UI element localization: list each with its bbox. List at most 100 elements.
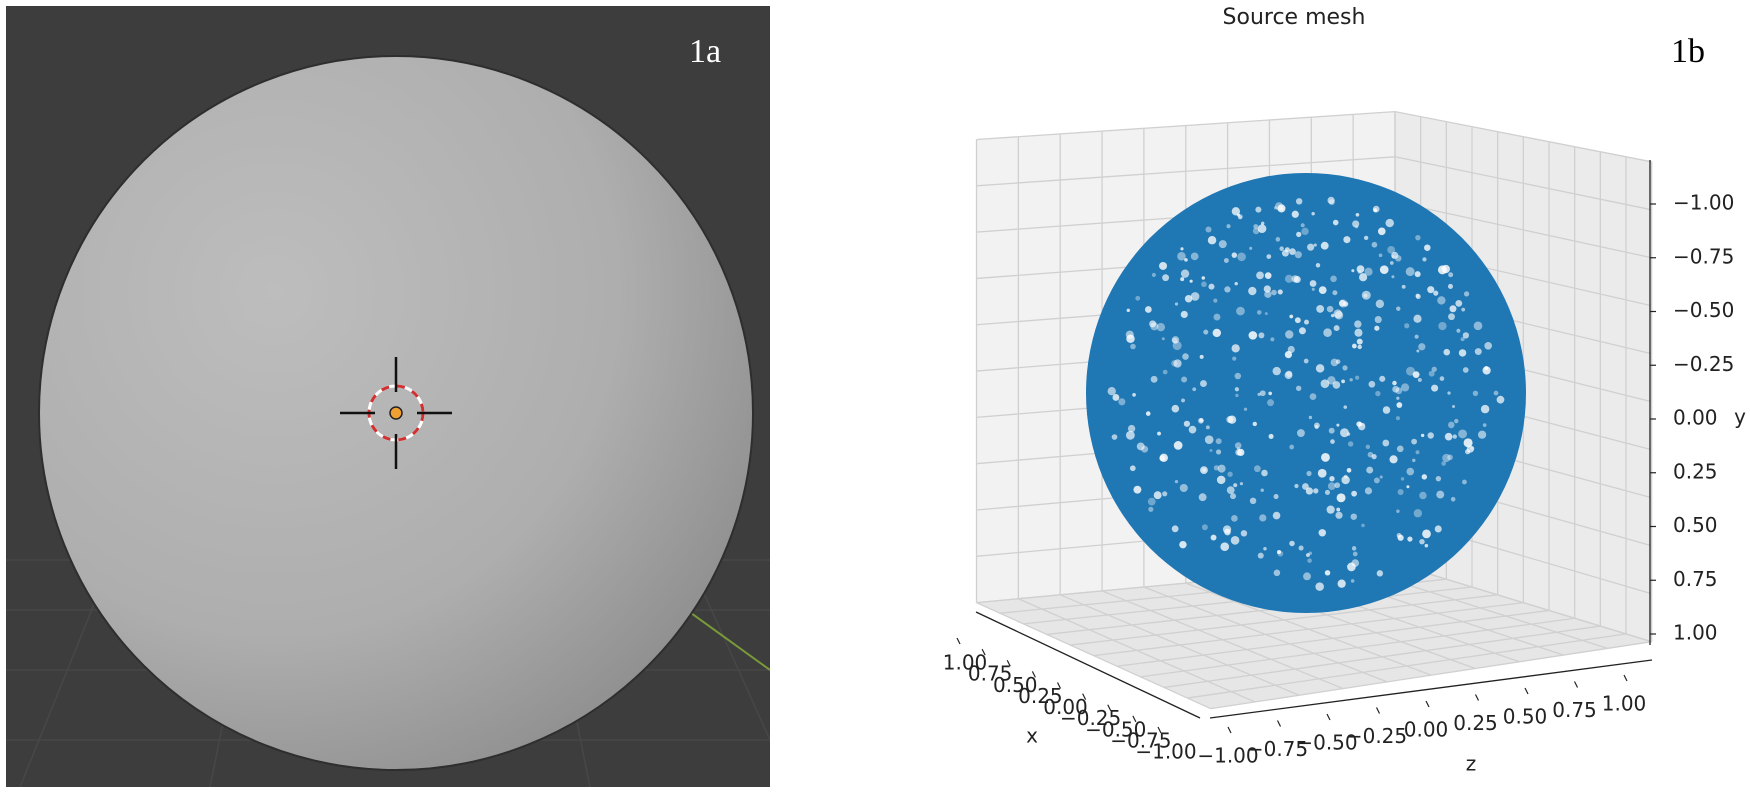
gap [1309, 393, 1317, 400]
gap [1396, 445, 1404, 453]
gap [1371, 241, 1378, 248]
gap [1216, 475, 1226, 485]
gap [1190, 292, 1200, 301]
gap [1184, 258, 1188, 262]
tick-label: 0.50 [1673, 513, 1718, 537]
gap [1307, 558, 1312, 563]
gap [1261, 221, 1265, 226]
grid-line [1117, 609, 1550, 667]
gap [1318, 286, 1327, 295]
gap [1447, 454, 1453, 461]
gap [1416, 349, 1420, 353]
gap [1364, 487, 1373, 495]
gap [1415, 450, 1420, 455]
tick-label: −0.25 [1060, 706, 1121, 730]
gap [1248, 286, 1257, 296]
gap [1484, 366, 1489, 371]
gap [1157, 431, 1161, 436]
tick-mark [1623, 674, 1628, 682]
gap [1385, 218, 1394, 228]
gap [1293, 275, 1301, 284]
gap [1306, 470, 1312, 477]
gap [1279, 246, 1284, 251]
gap [1452, 404, 1456, 408]
gap [1266, 254, 1272, 259]
gap [1324, 570, 1331, 576]
gap [1413, 314, 1422, 323]
gap [1347, 441, 1354, 447]
gap [1159, 261, 1168, 270]
gap [1273, 494, 1279, 500]
gap [1107, 387, 1116, 396]
tick-label: 0.00 [1673, 406, 1718, 430]
gap [1149, 320, 1157, 328]
grid-line [1163, 625, 1601, 689]
gap [1450, 496, 1456, 502]
gap [1473, 321, 1483, 331]
gap [1350, 513, 1358, 520]
gap [1264, 290, 1272, 298]
gap [1442, 453, 1451, 463]
tick-mark [981, 648, 986, 656]
gap [1224, 286, 1231, 293]
gap [1237, 448, 1245, 457]
gap [1148, 506, 1154, 512]
gap [1215, 438, 1222, 445]
gap [1317, 468, 1327, 478]
gap [1456, 328, 1461, 333]
gap [1439, 376, 1445, 381]
gap [1462, 367, 1469, 373]
tick-label: 0.00 [1404, 718, 1449, 742]
gap [1382, 406, 1391, 414]
gap [1284, 274, 1294, 283]
gap [1315, 582, 1324, 591]
gap [1368, 380, 1376, 388]
gap [1437, 296, 1446, 305]
gap [1227, 471, 1233, 477]
tick-label: 1.00 [1673, 621, 1718, 645]
gap [1349, 378, 1353, 382]
cursor [340, 357, 452, 469]
gap [1359, 273, 1368, 282]
gap [1463, 438, 1473, 448]
gap [1151, 272, 1156, 278]
gap [1444, 432, 1453, 441]
gap [1371, 454, 1377, 460]
gap [1209, 448, 1213, 452]
gap [1435, 475, 1442, 482]
gap [1304, 319, 1309, 325]
gap [1437, 265, 1447, 275]
gap [1397, 489, 1404, 496]
gap [1379, 475, 1383, 479]
gap [1253, 465, 1261, 473]
gap [1335, 359, 1341, 364]
gap [1289, 314, 1294, 319]
tick-label: 0.50 [993, 673, 1038, 697]
gap [1375, 390, 1381, 397]
gap [1217, 464, 1226, 473]
gap [1415, 234, 1421, 241]
gap [1343, 236, 1351, 244]
gap [1295, 198, 1303, 205]
panel-label: 1b [1671, 33, 1705, 70]
gap [1452, 434, 1457, 439]
grid-line [1093, 601, 1524, 657]
gap [1296, 429, 1305, 437]
gap [1181, 398, 1185, 403]
gap [1298, 327, 1306, 335]
gap [1172, 341, 1182, 351]
gap [1201, 276, 1206, 280]
gap [1111, 434, 1118, 440]
gap [1289, 540, 1295, 547]
tick-mark [1375, 707, 1381, 714]
gap [1374, 325, 1380, 331]
gap [1372, 205, 1380, 213]
gap [1153, 491, 1162, 500]
axis-label: y [1734, 405, 1746, 429]
point-cloud [1086, 173, 1526, 613]
gap [1204, 435, 1214, 445]
gap [1396, 396, 1400, 400]
gap [1130, 343, 1136, 350]
gap [1201, 524, 1208, 531]
gap [1392, 380, 1397, 386]
